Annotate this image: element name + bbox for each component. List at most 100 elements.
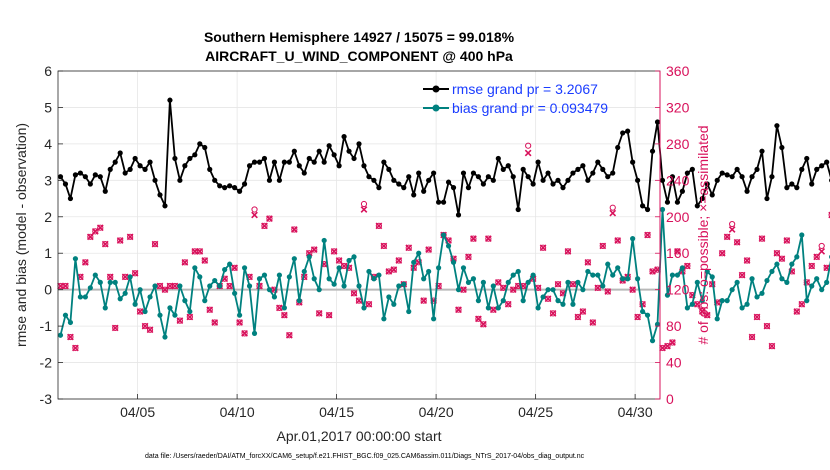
obs-assimilated-marker bbox=[718, 249, 726, 257]
rmse-point bbox=[177, 177, 183, 183]
obs-assimilated-marker bbox=[455, 306, 462, 314]
rmse-point bbox=[814, 166, 820, 172]
bias-point bbox=[137, 287, 143, 293]
bias-point bbox=[77, 294, 83, 300]
bias-point bbox=[674, 272, 681, 278]
bias-point bbox=[719, 298, 725, 304]
obs-assimilated-marker bbox=[390, 266, 398, 273]
legend-bias-marker bbox=[432, 104, 440, 112]
obs-assimilated-stroke bbox=[813, 253, 821, 261]
rmse-point bbox=[764, 195, 770, 202]
rmse-point bbox=[386, 166, 392, 172]
obs-possible-marker bbox=[181, 259, 188, 266]
obs-assimilated-marker bbox=[723, 233, 731, 241]
rmse-point bbox=[167, 97, 173, 103]
obs-assimilated-marker bbox=[569, 280, 577, 288]
obs-possible-marker bbox=[186, 313, 193, 321]
bias-point bbox=[515, 268, 521, 275]
obs-assimilated-stroke bbox=[395, 257, 403, 264]
obs-assimilated-marker bbox=[136, 308, 144, 315]
obs-assimilated-marker bbox=[465, 253, 472, 261]
bias-point bbox=[729, 287, 735, 293]
obs-possible-marker bbox=[360, 200, 368, 208]
obs-assimilated-marker bbox=[614, 237, 622, 244]
obs-assimilated-marker bbox=[266, 215, 273, 222]
rmse-point bbox=[361, 163, 367, 169]
obs-assimilated-stroke bbox=[196, 248, 204, 255]
obs-possible-marker bbox=[594, 284, 601, 291]
obs-assimilated-marker bbox=[534, 284, 542, 292]
obs-assimilated-marker bbox=[201, 257, 209, 264]
rmse-point bbox=[82, 174, 88, 180]
left-tick-label: 0 bbox=[44, 282, 52, 298]
rmse-point bbox=[351, 155, 357, 162]
rmse-point bbox=[261, 155, 268, 162]
obs-assimilated-marker bbox=[350, 289, 358, 297]
obs-possible-marker bbox=[405, 244, 412, 251]
bias-point bbox=[625, 276, 631, 282]
obs-assimilated-stroke bbox=[554, 280, 562, 288]
rmse-point bbox=[535, 159, 541, 165]
data-file-footnote: data file: /Users/raeder/DAI/ATM_forcXX/… bbox=[145, 453, 585, 460]
bias-point bbox=[401, 281, 407, 287]
obs-possible-marker bbox=[609, 204, 616, 211]
bias-point bbox=[724, 298, 730, 304]
obs-assimilated-stroke bbox=[91, 227, 99, 235]
x-tick-label: 04/05 bbox=[120, 404, 155, 420]
obs-possible-marker bbox=[266, 215, 273, 222]
obs-assimilated-stroke bbox=[569, 280, 577, 288]
obs-assimilated-stroke bbox=[823, 264, 830, 272]
obs-assimilated-stroke bbox=[186, 313, 194, 321]
rmse-point bbox=[709, 192, 715, 198]
rmse-point bbox=[525, 174, 531, 180]
rmse-point bbox=[406, 174, 412, 180]
obs-assimilated-stroke bbox=[330, 248, 338, 255]
obs-possible-marker bbox=[311, 246, 318, 253]
bias-point bbox=[356, 283, 362, 289]
rmse-point bbox=[570, 170, 576, 176]
obs-assimilated-marker bbox=[111, 324, 119, 332]
obs-assimilated-marker bbox=[290, 226, 298, 233]
bias-point bbox=[739, 305, 745, 311]
obs-possible-marker bbox=[241, 330, 248, 337]
obs-assimilated-stroke bbox=[579, 308, 587, 315]
obs-assimilated-stroke bbox=[385, 268, 393, 275]
bias-point bbox=[82, 294, 88, 300]
obs-possible-marker bbox=[326, 312, 333, 319]
obs-possible-marker bbox=[604, 288, 611, 295]
bias-point bbox=[590, 272, 596, 278]
bias-point bbox=[62, 312, 69, 318]
obs-assimilated-marker bbox=[340, 262, 348, 270]
obs-assimilated-marker bbox=[385, 268, 393, 275]
bias-point bbox=[396, 283, 402, 289]
bias-point bbox=[92, 272, 98, 278]
obs-assimilated-marker bbox=[161, 286, 169, 294]
bias-point bbox=[550, 287, 556, 293]
obs-assimilated-marker bbox=[191, 248, 199, 255]
bias-point bbox=[241, 265, 248, 271]
obs-assimilated-marker bbox=[236, 319, 243, 326]
rmse-point bbox=[555, 177, 561, 183]
obs-assimilated-stroke bbox=[723, 233, 731, 241]
obs-assimilated-marker bbox=[176, 317, 184, 325]
obs-assimilated-stroke bbox=[111, 324, 119, 332]
obs-assimilated-stroke bbox=[460, 286, 467, 294]
bias-point bbox=[610, 272, 616, 278]
bias-point bbox=[649, 338, 656, 344]
bias-point bbox=[187, 308, 193, 315]
bias-point bbox=[774, 261, 780, 267]
bias-point bbox=[406, 308, 412, 315]
rmse-point bbox=[366, 174, 372, 180]
obs-assimilated-marker bbox=[126, 233, 134, 241]
x-tick-label: 04/20 bbox=[419, 404, 454, 420]
obs-assimilated-marker bbox=[57, 282, 64, 290]
bias-point bbox=[445, 243, 452, 249]
obs-assimilated-marker bbox=[330, 248, 338, 255]
obs-assimilated-marker bbox=[728, 226, 736, 233]
legend-bias-label: bias grand pr = 0.093479 bbox=[452, 100, 608, 116]
obs-assimilated-marker bbox=[629, 286, 637, 294]
obs-assimilated-stroke bbox=[644, 231, 651, 239]
obs-possible-marker bbox=[196, 248, 203, 255]
obs-possible-marker bbox=[813, 253, 820, 260]
obs-assimilated-marker bbox=[813, 253, 821, 261]
